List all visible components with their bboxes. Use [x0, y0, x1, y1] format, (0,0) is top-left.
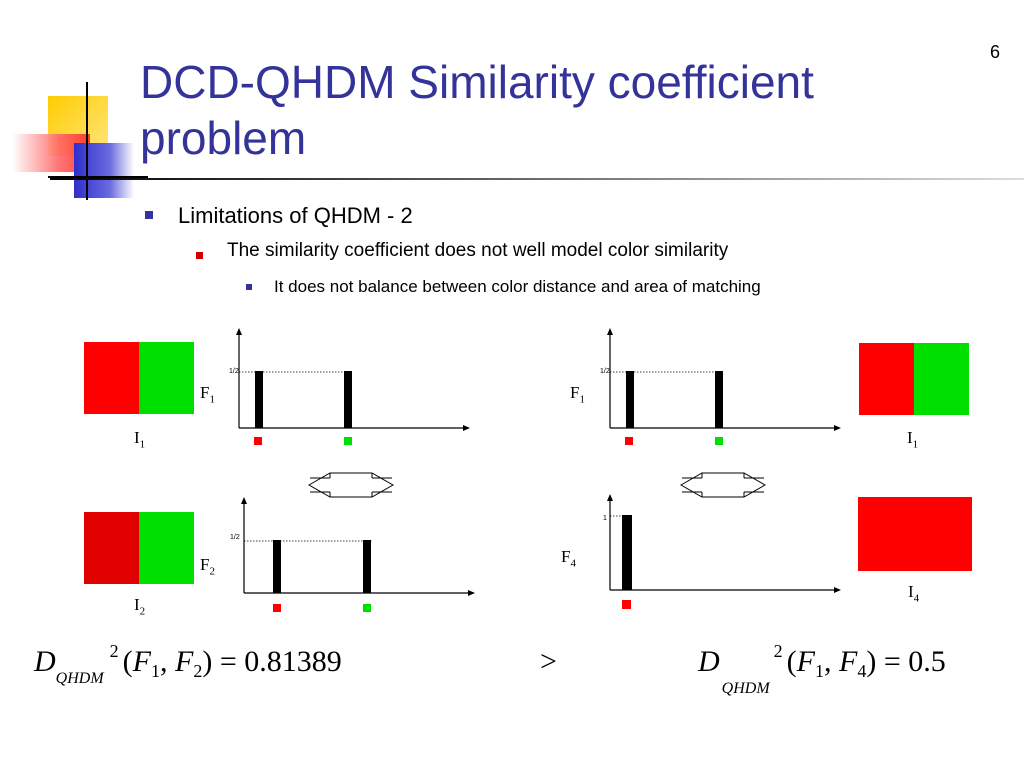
- y-axis-arrow-icon: [607, 494, 613, 501]
- red-bin-marker: [273, 604, 281, 612]
- y-axis-arrow-icon: [241, 497, 247, 504]
- title-divider: [50, 178, 1024, 180]
- x-axis-arrow-icon: [834, 425, 841, 431]
- image-i2-green-half: [139, 512, 194, 584]
- label-f1-left: F1: [200, 383, 215, 406]
- label-i1-left: I1: [134, 428, 146, 451]
- histogram-f4: [607, 494, 841, 609]
- histogram-bar: [622, 515, 632, 590]
- green-bin-marker: [363, 604, 371, 612]
- red-bin-marker: [254, 437, 262, 445]
- logo-vertical-line: [86, 82, 88, 200]
- slide-number: 6: [989, 42, 1000, 62]
- tick-label-half: 1/2: [230, 534, 240, 541]
- label-f4: F4: [561, 547, 576, 570]
- tick-label-half: 1/2: [229, 368, 239, 375]
- histogram-bar: [715, 371, 723, 428]
- green-bin-marker: [715, 437, 723, 445]
- x-axis-arrow-icon: [463, 425, 470, 431]
- histogram-bar: [626, 371, 634, 428]
- label-f1-right: F1: [570, 383, 585, 406]
- logo-blue-block: [74, 143, 134, 198]
- image-i4-red: [858, 497, 972, 571]
- bullet-level-3: It does not balance between color distan…: [274, 277, 761, 296]
- equation-left: DQHDM2 (F1, F2) = 0.81389: [34, 641, 342, 687]
- logo-horizontal-line: [48, 176, 148, 178]
- double-arrow-right-icon: [680, 472, 766, 498]
- histogram-bar: [363, 540, 371, 593]
- label-i2: I2: [134, 595, 146, 618]
- histogram-f1-left: [236, 328, 470, 445]
- image-i1-right-red-half: [859, 343, 914, 415]
- label-f2: F2: [200, 555, 215, 578]
- double-arrow-left-icon: [308, 472, 394, 498]
- label-i4: I4: [908, 582, 920, 605]
- histogram-f1-right: [607, 328, 841, 445]
- image-i1-left-green-half: [139, 342, 194, 414]
- equation-right: DQHDM2 (F1, F4) = 0.5: [698, 641, 946, 697]
- y-axis-arrow-icon: [236, 328, 242, 335]
- label-i1-right: I1: [907, 428, 919, 451]
- histogram-bar: [255, 371, 263, 428]
- tick-label-one: 1: [603, 515, 607, 522]
- histogram-f2: [241, 497, 475, 612]
- histogram-bar: [344, 371, 352, 428]
- bullet-square-icon: [246, 284, 252, 290]
- image-i1-right-green-half: [914, 343, 969, 415]
- x-axis-arrow-icon: [468, 590, 475, 596]
- tick-label-half: 1/2: [600, 368, 610, 375]
- x-axis-arrow-icon: [834, 587, 841, 593]
- red-bin-marker: [625, 437, 633, 445]
- bullet-level-1: Limitations of QHDM - 2: [178, 203, 413, 228]
- y-axis-arrow-icon: [607, 328, 613, 335]
- bullet-level-2: The similarity coefficient does not well…: [227, 240, 729, 261]
- bullet-square-icon: [196, 252, 203, 259]
- bullet-square-icon: [145, 211, 153, 219]
- histogram-bar: [273, 540, 281, 593]
- image-i1-left-red-half: [84, 342, 139, 414]
- comparison-symbol: >: [540, 645, 557, 678]
- green-bin-marker: [344, 437, 352, 445]
- image-i2-red-half: [84, 512, 139, 584]
- red-bin-marker: [622, 600, 631, 609]
- slide-title: DCD-QHDM Similarity coefficient problem: [140, 56, 814, 164]
